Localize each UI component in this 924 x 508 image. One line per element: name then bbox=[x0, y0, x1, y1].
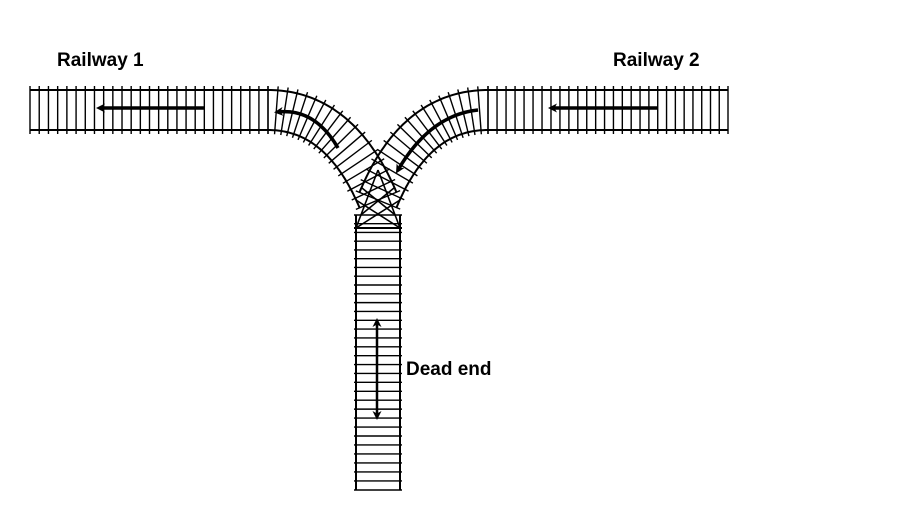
junction-crossing bbox=[354, 169, 402, 229]
railway-tie bbox=[347, 168, 391, 192]
railway-tie bbox=[371, 158, 414, 184]
track-railway-1 bbox=[29, 86, 269, 134]
track-railway-2 bbox=[487, 86, 729, 134]
railway-tie bbox=[313, 110, 344, 150]
arrow-curve-left-icon bbox=[274, 106, 340, 149]
railway-tie bbox=[365, 168, 409, 192]
junction-rail bbox=[355, 169, 379, 229]
junction-rail bbox=[355, 199, 401, 229]
arrow-curve-right-icon bbox=[395, 108, 479, 174]
railway-tie bbox=[351, 178, 396, 201]
label-railway-1: Railway 1 bbox=[57, 50, 144, 71]
railway-tie bbox=[477, 86, 483, 135]
railway-tie bbox=[396, 123, 433, 159]
railway-tie bbox=[389, 131, 428, 164]
railway-tie bbox=[376, 148, 418, 177]
railway-rail bbox=[358, 89, 488, 193]
railway-rail bbox=[268, 89, 398, 193]
railway-tie bbox=[404, 116, 438, 154]
railway-rail bbox=[268, 129, 361, 209]
railway-tie bbox=[333, 139, 373, 170]
railway-tie bbox=[420, 104, 448, 146]
track-curve-right bbox=[355, 86, 489, 210]
track-curve-left bbox=[267, 86, 401, 210]
railway-tie bbox=[360, 179, 405, 201]
junction-rail bbox=[361, 187, 395, 215]
label-dead-end: Dead end bbox=[406, 359, 492, 380]
railway-rail bbox=[395, 129, 488, 208]
railway-tie bbox=[383, 139, 423, 170]
railway-tie bbox=[273, 86, 279, 135]
railway-tie bbox=[323, 123, 359, 159]
junction-rail bbox=[377, 169, 401, 229]
label-railway-2: Railway 2 bbox=[613, 50, 700, 71]
railway-tie bbox=[318, 116, 352, 154]
railway-tie bbox=[412, 110, 443, 150]
railway-tie bbox=[328, 131, 366, 164]
railway-tie bbox=[337, 148, 379, 177]
